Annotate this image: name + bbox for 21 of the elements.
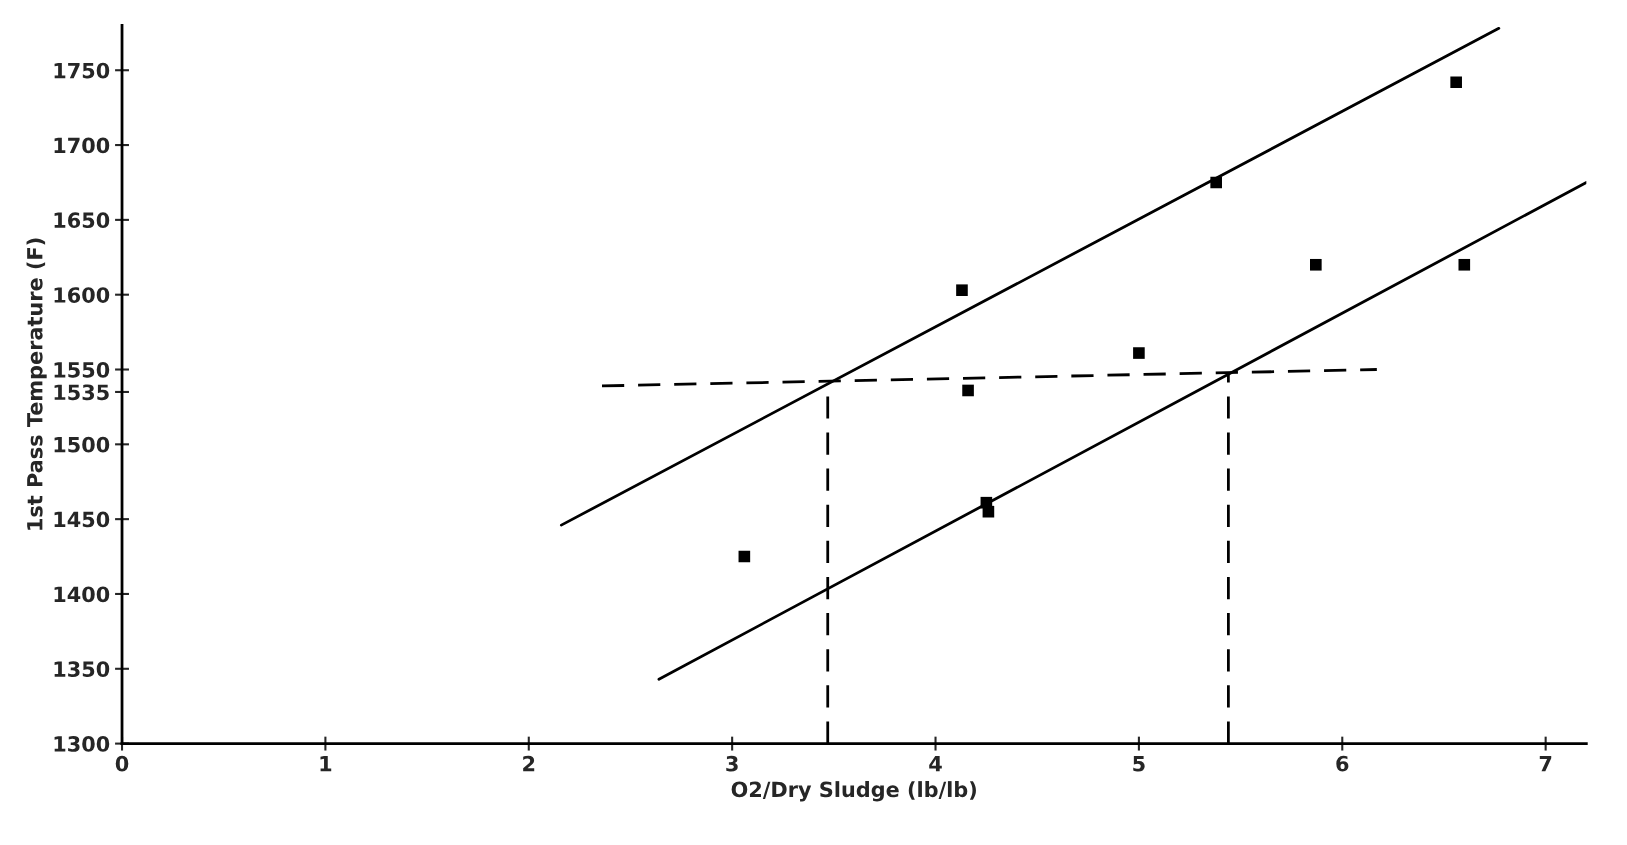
x-tick-label: 4 — [929, 756, 942, 772]
x-tick-label: 7 — [1539, 756, 1552, 772]
y-tick-label: 1350 — [54, 661, 110, 677]
y-tick-label: 1535 — [54, 384, 109, 401]
x-tick-label: 0 — [115, 755, 129, 772]
y-tick-label: 1650 — [54, 212, 110, 229]
y-tick-label: 1600 — [54, 287, 110, 303]
y-tick-label: 1300 — [54, 736, 110, 752]
y-tick-label: 1550 — [54, 361, 110, 378]
y-tick-label: 1750 — [54, 62, 110, 79]
y-tick-label: 1700 — [54, 137, 110, 154]
x-tick-label: 3 — [726, 755, 738, 772]
y-tick-label: 1450 — [54, 511, 110, 528]
y-tick-label: 1400 — [54, 586, 110, 603]
x-tick-label: 5 — [1133, 756, 1145, 772]
x-axis-title: O2/Dry Sludge (lb/lb) — [731, 781, 976, 802]
x-tick-label: 1 — [320, 756, 332, 772]
y-tick-label: 1500 — [54, 436, 110, 453]
y-axis-title: 1st Pass Temperature (F) — [26, 238, 47, 530]
x-tick-label: 2 — [523, 755, 535, 772]
x-tick-label: 6 — [1336, 755, 1349, 772]
